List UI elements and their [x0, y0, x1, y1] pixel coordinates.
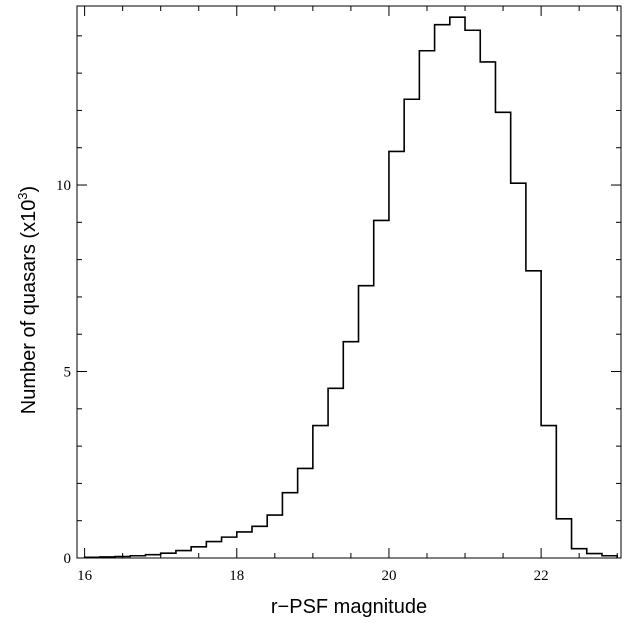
y-tick-label: 10 [56, 178, 71, 194]
histogram-bin [495, 112, 510, 558]
axis-ticks [77, 6, 621, 559]
y-axis-label-superscript: 3 [15, 192, 30, 199]
histogram-bin [511, 183, 526, 558]
x-tick-label: 18 [229, 568, 244, 584]
plot-frame [76, 5, 622, 559]
histogram-outline [83, 16, 618, 559]
histogram-bin [359, 286, 374, 558]
histogram-bin [237, 532, 252, 558]
histogram-bin [252, 526, 267, 558]
histogram-bin [206, 542, 221, 558]
x-axis-label: r−PSF magnitude [271, 596, 427, 618]
histogram-bin [176, 551, 191, 558]
x-tick-label: 16 [77, 568, 93, 584]
histogram-bin [328, 388, 343, 558]
histogram-bin [480, 62, 495, 558]
histogram-bin [313, 426, 328, 558]
histogram-bin [465, 30, 480, 558]
tick-labels: 16 18 20 22 0 5 10 [56, 178, 549, 584]
histogram-bin [343, 342, 358, 558]
x-tick-label: 22 [534, 568, 549, 584]
histogram-bin [556, 519, 571, 558]
y-axis-label-text: Number of quasars (x10 [18, 200, 40, 415]
x-tick-label: 20 [381, 568, 396, 584]
histogram-bin [541, 426, 556, 558]
histogram-bin [282, 493, 297, 558]
histogram-bin [450, 17, 465, 558]
histogram-bin [389, 151, 404, 558]
histogram-bin [572, 549, 587, 558]
y-axis-label-suffix: ) [18, 186, 40, 193]
histogram-bin [404, 99, 419, 558]
histogram-bars [85, 17, 618, 558]
histogram-bin [222, 537, 237, 558]
histogram-bin [419, 51, 434, 558]
histogram-bin [526, 271, 541, 558]
histogram-bin [435, 25, 450, 558]
y-axis-label: Number of quasars (x103) [15, 186, 40, 414]
histogram-bin [191, 547, 206, 558]
histogram-bin [267, 515, 282, 558]
y-tick-label: 0 [64, 551, 72, 567]
y-tick-label: 5 [64, 365, 72, 381]
histogram-bin [298, 468, 313, 558]
histogram-bin [374, 220, 389, 558]
